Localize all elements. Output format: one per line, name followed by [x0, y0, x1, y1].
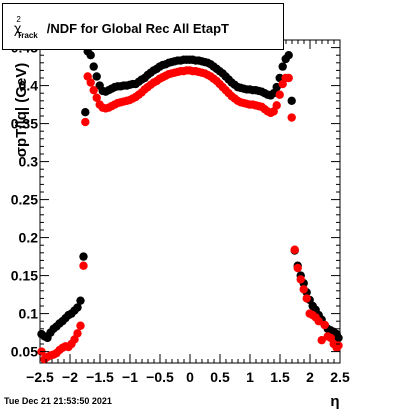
data-point-series1-83 [284, 73, 293, 83]
data-point-series0-84 [287, 96, 296, 106]
y-tick-label: 0.15 [11, 268, 38, 284]
y-tick-label: 0.3 [19, 154, 39, 170]
data-point-series1-87 [296, 275, 305, 284]
data-point-series1-79 [272, 101, 281, 110]
x-tick-label: 2 [306, 369, 314, 385]
data-point-series1-89 [302, 294, 311, 303]
y-tick-label: 0.4 [19, 78, 39, 94]
data-point-series0-12 [73, 303, 82, 312]
title-superscript: 2 [16, 15, 21, 24]
plot-frame [39, 39, 341, 364]
data-point-series0-18 [89, 62, 98, 71]
title-chi: χ [14, 20, 22, 36]
data-point-series0-100 [334, 333, 343, 343]
x-tick-label: 1 [246, 369, 254, 385]
x-tick-label: −1 [122, 369, 138, 385]
axis-ticks [39, 39, 341, 363]
data-point-series1-13 [76, 321, 85, 330]
data-point-series1-86 [293, 263, 302, 273]
data-point-series1-85 [290, 245, 299, 254]
y-tick-label: 0.05 [11, 344, 38, 360]
data-point-series1-15 [81, 117, 90, 127]
data-points [37, 47, 343, 364]
y-tick-label: 0.25 [11, 192, 38, 208]
data-point-series1-88 [299, 285, 308, 294]
data-point-series0-83 [284, 51, 293, 60]
y-tick-label: 0.35 [11, 116, 38, 132]
y-tick-label: 0.2 [19, 230, 39, 246]
x-tick-label: −1.5 [86, 369, 114, 385]
data-point-series0-17 [86, 51, 95, 60]
x-tick-label: −0.5 [146, 369, 174, 385]
data-point-series1-17 [86, 78, 95, 87]
data-point-series1-95 [320, 320, 329, 330]
plot-area-border [39, 39, 341, 364]
data-point-series0-15 [81, 108, 90, 117]
data-point-series1-94 [317, 336, 326, 345]
title-text: /NDF for Global Rec All EtapT [46, 21, 229, 36]
data-point-series1-84 [287, 113, 296, 122]
data-point-series0-13 [76, 296, 85, 305]
y-tick-label: 0.1 [19, 306, 39, 322]
data-point-series1-18 [89, 85, 98, 95]
y-axis-title: σpT/|q| (GeV) [13, 63, 30, 157]
data-point-series1-100 [334, 341, 343, 350]
chart-title-box: χ2 Track/NDF for Global Rec All EtapT [2, 3, 284, 50]
x-tick-label: 2.5 [330, 369, 350, 385]
data-point-series1-19 [92, 93, 101, 102]
timestamp: Tue Dec 21 21:53:50 2021 [4, 396, 112, 406]
x-axis-title: η [330, 393, 339, 409]
title-subscript: Track [16, 31, 38, 40]
chart-title: χ2 Track/NDF for Global Rec All EtapT [14, 15, 229, 40]
x-tick-label: 0.5 [210, 369, 230, 385]
x-tick-labels: −2.5 −2 −1.5 −1 −0.5 0 0.5 1 1.5 2 2.5 [26, 369, 350, 385]
data-point-series1-12 [73, 329, 82, 338]
x-tick-label: −2.5 [26, 369, 54, 385]
data-point-series1-93 [314, 317, 323, 326]
x-tick-label: 1.5 [270, 369, 290, 385]
x-tick-label: 0 [186, 369, 194, 385]
data-point-series1-80 [275, 90, 284, 99]
data-point-series0-81 [278, 62, 287, 71]
x-tick-label: −2 [62, 369, 78, 385]
data-point-series1-14 [79, 261, 88, 270]
data-point-series0-19 [92, 72, 101, 81]
data-point-series0-14 [79, 252, 88, 261]
